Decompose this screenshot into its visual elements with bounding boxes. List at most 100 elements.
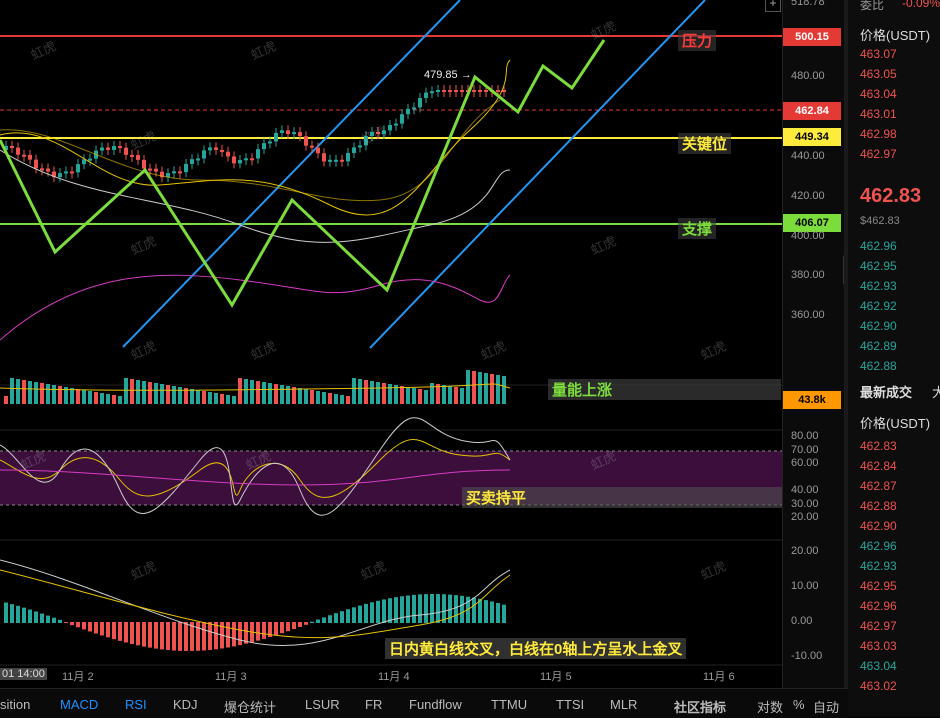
tab-rsi[interactable]: RSI bbox=[125, 697, 147, 712]
bid-price[interactable]: 462.93 bbox=[860, 279, 897, 293]
candle-body bbox=[238, 160, 242, 164]
candle-body bbox=[16, 147, 20, 155]
macd-histogram-bar bbox=[352, 607, 356, 623]
macd-histogram-bar bbox=[346, 609, 350, 623]
macd-histogram-bar bbox=[484, 600, 488, 623]
percent-scale-toggle[interactable]: % bbox=[793, 697, 805, 712]
tab-kdj[interactable]: KDJ bbox=[173, 697, 198, 712]
ask-price[interactable]: 463.05 bbox=[860, 67, 897, 81]
tab-community-indicators[interactable]: 社区指标 bbox=[674, 700, 727, 715]
candle-body bbox=[448, 90, 452, 92]
macd-histogram-bar bbox=[226, 622, 230, 648]
volume-bar bbox=[262, 382, 266, 404]
bid-price[interactable]: 462.88 bbox=[860, 359, 897, 373]
resistance-annotation: 压力 bbox=[678, 30, 717, 51]
candle-body bbox=[316, 147, 320, 154]
tab-fr[interactable]: FR bbox=[365, 697, 383, 712]
macd-histogram-bar bbox=[304, 622, 308, 625]
volume-bar bbox=[232, 396, 236, 404]
candle-body bbox=[136, 155, 140, 160]
key-price-tag: 449.34 bbox=[783, 128, 841, 146]
tab-ttmu[interactable]: TTMU bbox=[491, 697, 528, 712]
mid-price: 462.83 bbox=[860, 185, 922, 207]
macd-histogram-bar bbox=[160, 622, 164, 650]
candle-body bbox=[256, 149, 260, 159]
tab-fundflow[interactable]: Fundflow bbox=[409, 697, 462, 712]
bid-price[interactable]: 462.89 bbox=[860, 339, 897, 353]
support-price-tag: 406.07 bbox=[783, 214, 841, 232]
candle-body bbox=[292, 132, 296, 135]
rsi-tick: 60.00 bbox=[791, 457, 819, 469]
candle-body bbox=[334, 159, 338, 162]
candle-body bbox=[52, 171, 56, 178]
price-tick: 420.00 bbox=[791, 190, 825, 202]
volume-bar bbox=[382, 383, 386, 404]
macd-annotation: 日内黄白线交叉，白线在0轴上方呈水上金叉 bbox=[385, 638, 687, 659]
macd-histogram-bar bbox=[316, 619, 320, 623]
macd-histogram-bar bbox=[406, 595, 410, 623]
date-label-5: 11月 6 bbox=[703, 671, 735, 683]
volume-bar bbox=[376, 382, 380, 404]
macd-histogram-bar bbox=[394, 597, 398, 623]
candle-body bbox=[346, 153, 350, 162]
large-trades-tab[interactable]: 大 bbox=[932, 385, 940, 400]
channel-lower-line bbox=[369, 0, 706, 349]
candle-body bbox=[124, 147, 128, 155]
latest-trades-title[interactable]: 最新成交 bbox=[860, 385, 913, 400]
candle-body bbox=[298, 132, 302, 137]
price-tick: 480.00 bbox=[791, 70, 825, 82]
macd-histogram-bar bbox=[496, 603, 500, 623]
volume-bar bbox=[424, 390, 428, 404]
candle-body bbox=[484, 90, 488, 92]
ask-price[interactable]: 463.07 bbox=[860, 47, 897, 61]
trade-price: 463.02 bbox=[860, 679, 897, 693]
chart-area[interactable]: 压力 关键位 支撑 量能上涨 买卖持平 日内黄白线交叉，白线在0轴上方呈水上金叉… bbox=[0, 0, 785, 688]
volume-bar bbox=[370, 381, 374, 404]
kline-chart-svg[interactable] bbox=[0, 0, 782, 688]
volume-bar bbox=[136, 380, 140, 404]
bid-price[interactable]: 462.92 bbox=[860, 299, 897, 313]
trade-price: 462.83 bbox=[860, 439, 897, 453]
tab-position[interactable]: sition bbox=[0, 697, 31, 712]
date-label-4: 11月 5 bbox=[540, 671, 572, 683]
ask-price[interactable]: 463.04 bbox=[860, 87, 897, 101]
tab-liquidation-stats[interactable]: 爆仓统计 bbox=[224, 700, 277, 715]
price-axis[interactable]: 518.78 500.15 480.00 462.84 449.34 440.0… bbox=[765, 0, 849, 688]
volume-bar bbox=[292, 387, 296, 404]
zoom-in-icon[interactable]: + bbox=[765, 0, 781, 12]
auto-scale-toggle[interactable]: 自动 bbox=[813, 700, 840, 715]
macd-histogram-bar bbox=[388, 598, 392, 623]
candle-body bbox=[478, 90, 482, 92]
volume-bar bbox=[436, 384, 440, 404]
bid-price[interactable]: 462.95 bbox=[860, 259, 897, 273]
volume-bar bbox=[478, 372, 482, 404]
volume-bar bbox=[286, 386, 290, 404]
macd-histogram-bar bbox=[148, 622, 152, 648]
volume-bar bbox=[46, 384, 50, 404]
tab-mlr[interactable]: MLR bbox=[610, 697, 638, 712]
bid-price[interactable]: 462.96 bbox=[860, 239, 897, 253]
macd-histogram-bar bbox=[34, 611, 38, 623]
candle-body bbox=[82, 159, 86, 165]
log-scale-toggle[interactable]: 对数 bbox=[757, 700, 784, 715]
ask-price[interactable]: 463.01 bbox=[860, 107, 897, 121]
volume-bar bbox=[274, 384, 278, 404]
macd-histogram-bar bbox=[196, 622, 200, 651]
candle-body bbox=[496, 90, 500, 92]
ask-price[interactable]: 462.97 bbox=[860, 147, 897, 161]
panel-divider[interactable] bbox=[844, 0, 848, 717]
volume-bar bbox=[304, 389, 308, 404]
bid-price[interactable]: 462.90 bbox=[860, 319, 897, 333]
candle-body bbox=[382, 130, 386, 135]
macd-histogram-bar bbox=[376, 600, 380, 623]
macd-histogram-bar bbox=[112, 622, 116, 640]
macd-histogram-bar bbox=[328, 615, 332, 623]
tab-macd[interactable]: MACD bbox=[60, 697, 99, 712]
tab-ttsi[interactable]: TTSI bbox=[556, 697, 585, 712]
macd-histogram-bar bbox=[364, 603, 368, 623]
macd-histogram-bar bbox=[184, 622, 188, 651]
macd-histogram-bar bbox=[274, 622, 278, 636]
trade-price: 462.87 bbox=[860, 479, 897, 493]
tab-lsur[interactable]: LSUR bbox=[305, 697, 340, 712]
ask-price[interactable]: 462.98 bbox=[860, 127, 897, 141]
